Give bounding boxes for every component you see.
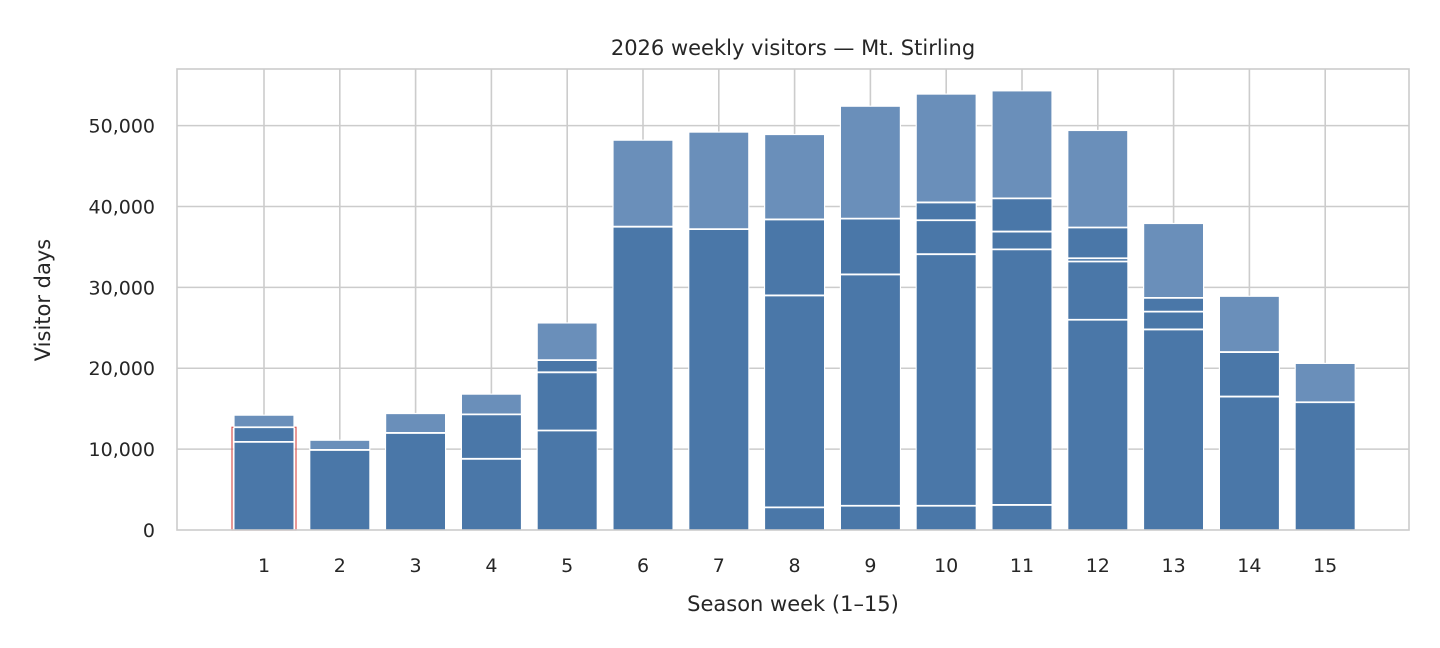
y-tick-label: 10,000 (89, 439, 155, 461)
x-tick-label: 7 (713, 555, 725, 577)
bar-inner (234, 427, 294, 530)
bar-inner (841, 218, 900, 530)
x-tick-label: 2 (334, 555, 346, 577)
chart-title: 2026 weekly visitors — Mt. Stirling (611, 36, 975, 60)
bars (233, 90, 1356, 531)
y-tick-label: 0 (143, 520, 155, 542)
x-tick-label: 9 (864, 555, 876, 577)
bar-inner (613, 226, 673, 531)
bar-inner (1220, 352, 1279, 530)
x-ticks: 1 2 3 4 5 6 7 8 9 10 11 12 13 14 15 (258, 555, 1337, 577)
y-tick-label: 20,000 (89, 358, 155, 380)
y-ticks: 0 10,000 20,000 30,000 40,000 50,000 (89, 116, 155, 542)
bar-inner (386, 432, 445, 530)
x-tick-label: 10 (934, 555, 958, 577)
bar-inner (765, 219, 824, 530)
x-tick-label: 3 (410, 555, 422, 577)
x-tick-label: 1 (258, 555, 270, 577)
bar-inner (1144, 297, 1203, 530)
plot-frame (176, 68, 1410, 531)
bar-inner (1068, 227, 1128, 531)
bar-inner (310, 449, 370, 530)
y-tick-label: 40,000 (89, 196, 155, 218)
x-axis-label: Season week (1–15) (687, 592, 899, 616)
x-tick-label: 14 (1237, 555, 1261, 577)
bar-inner (916, 202, 976, 530)
y-tick-label: 50,000 (89, 116, 155, 138)
y-axis-label: Visitor days (31, 239, 55, 361)
bar-inner (462, 414, 521, 530)
y-tick-label: 30,000 (89, 277, 155, 299)
x-tick-label: 6 (637, 555, 649, 577)
x-tick-label: 5 (561, 555, 573, 577)
bar-inner (1295, 402, 1355, 530)
bar-inner (689, 229, 749, 530)
bar-inner (992, 198, 1052, 530)
x-tick-label: 13 (1162, 555, 1186, 577)
x-tick-label: 11 (1010, 555, 1034, 577)
bar-inner (537, 360, 597, 530)
x-tick-label: 12 (1086, 555, 1110, 577)
x-tick-label: 15 (1313, 555, 1337, 577)
x-tick-label: 4 (485, 555, 497, 577)
x-tick-label: 8 (789, 555, 801, 577)
